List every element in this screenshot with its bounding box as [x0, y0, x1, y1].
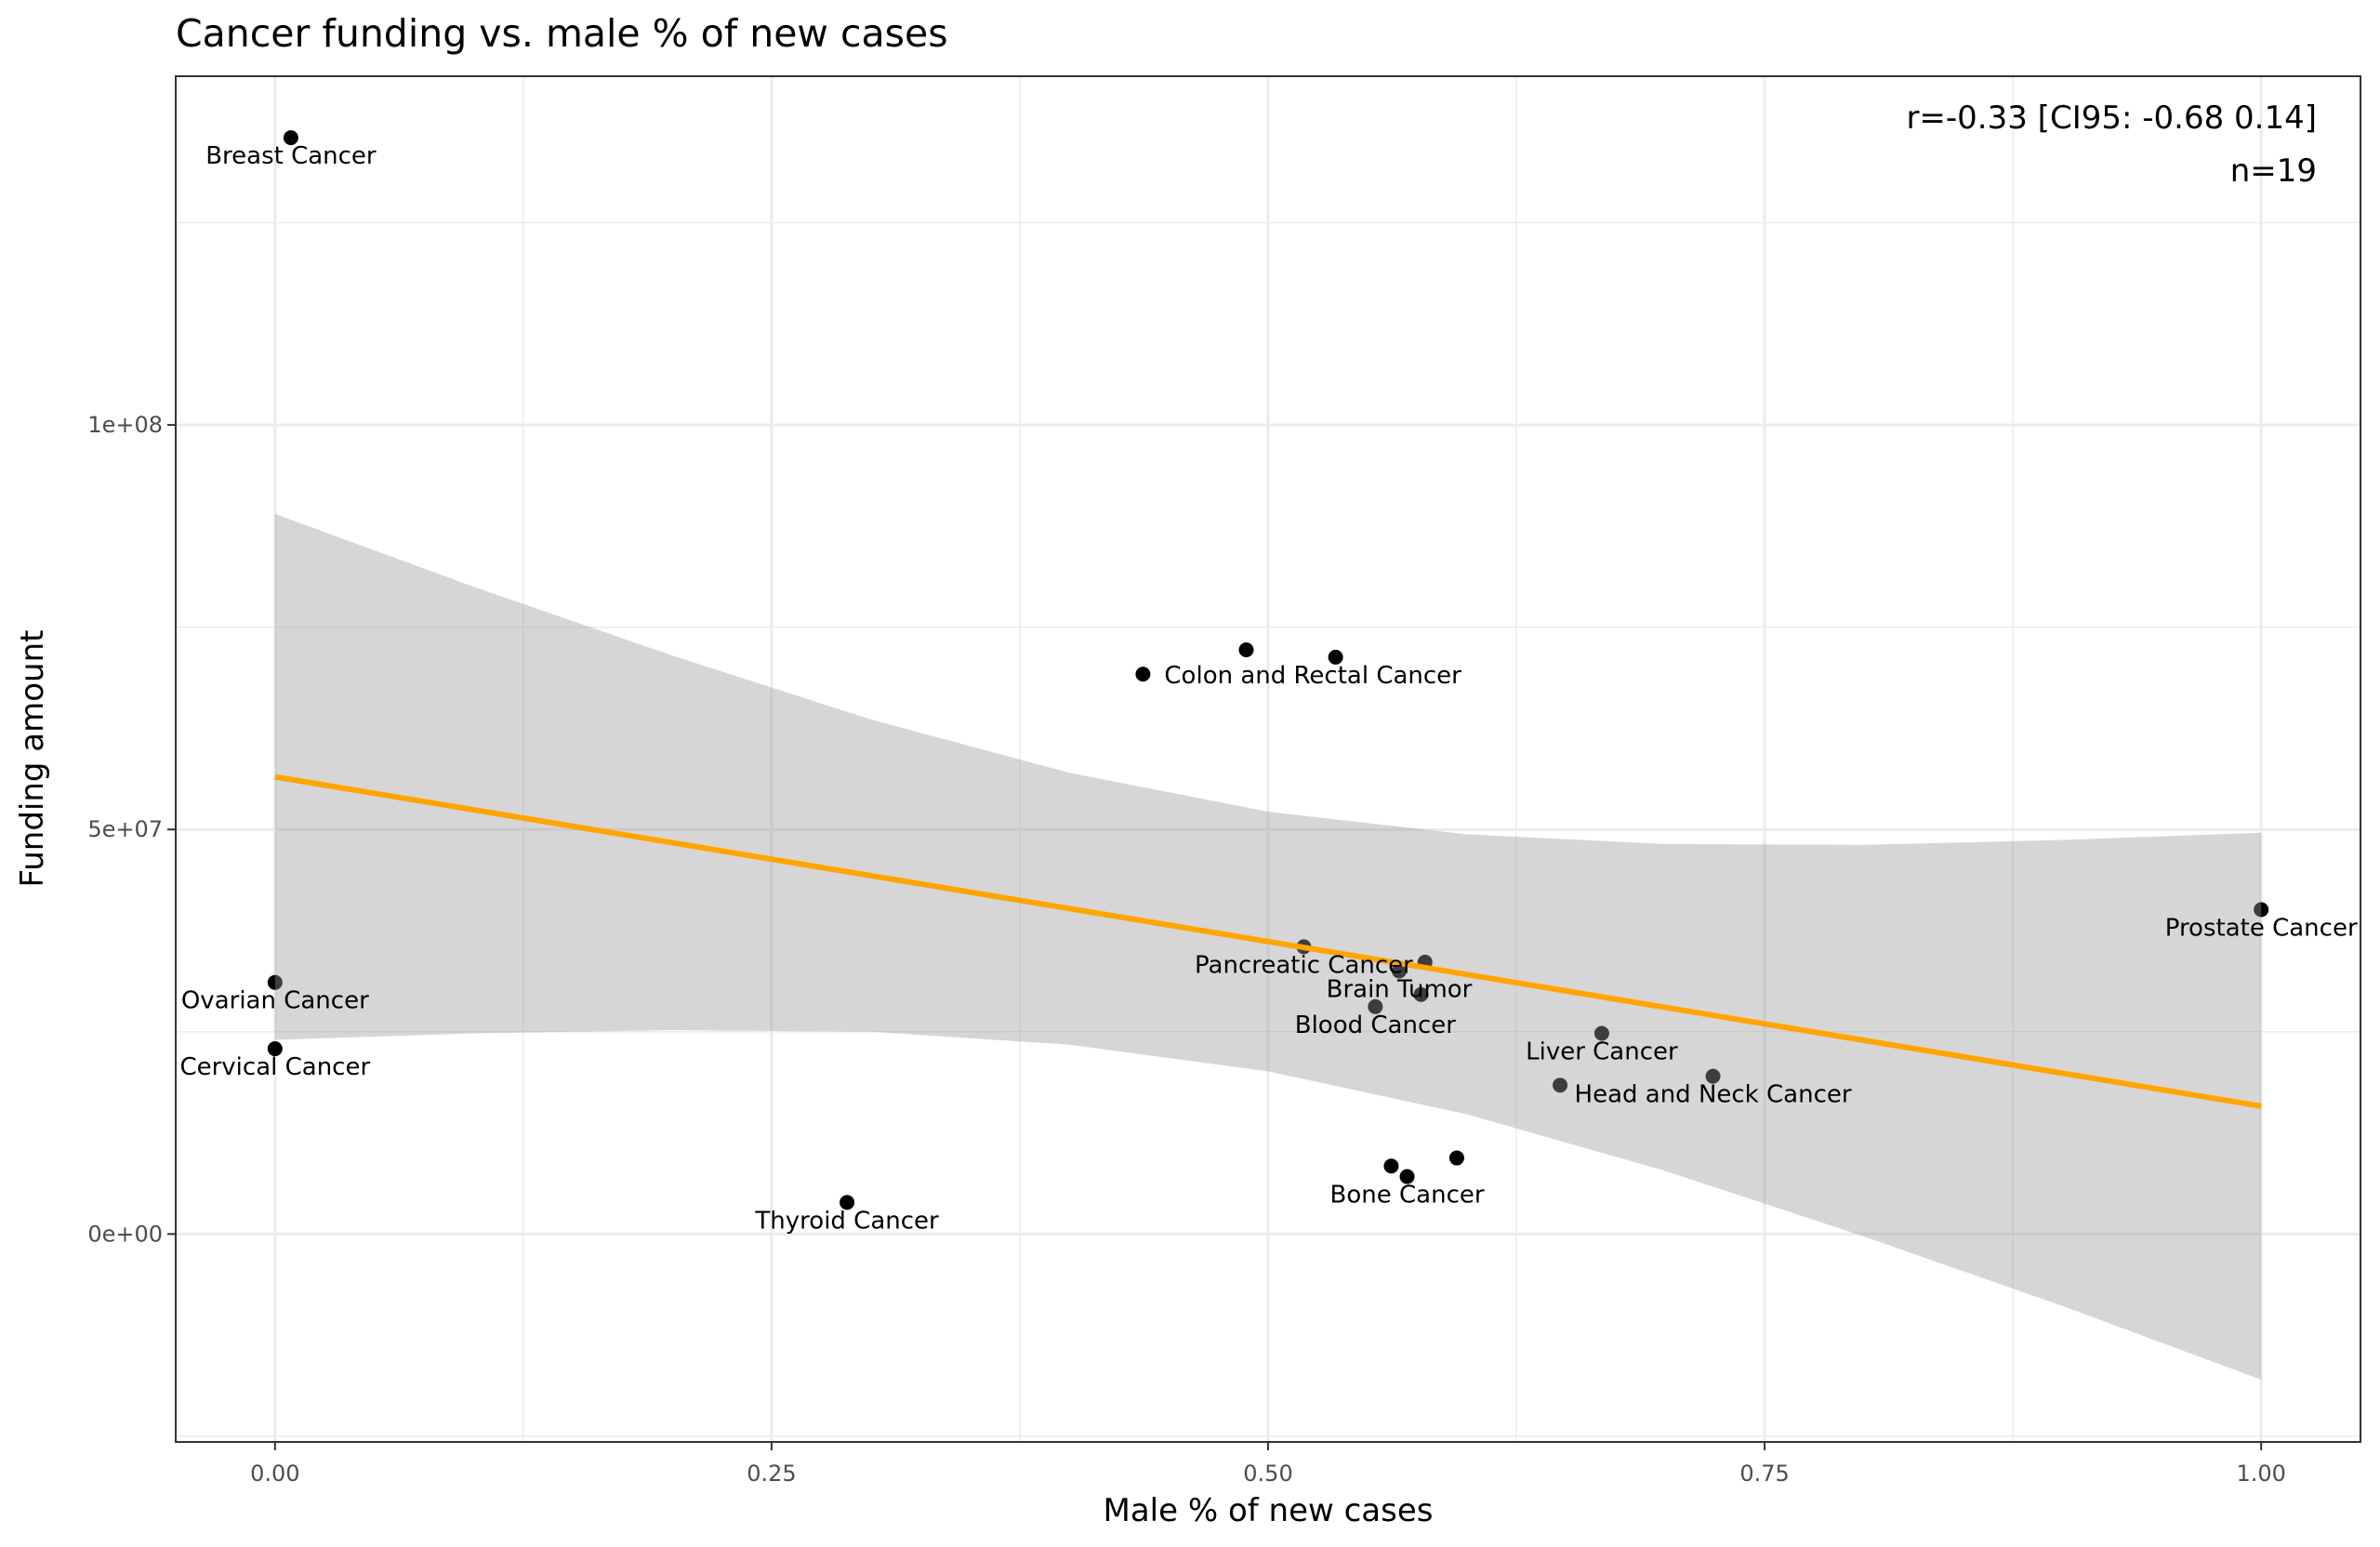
- y-tick-label: 1e+08: [87, 412, 163, 438]
- axis-ticks: 0.00 0.25 0.50 0.75 1.00 0e+00 5e+07 1e+08: [87, 412, 2286, 1487]
- x-tick-label: 1.00: [2236, 1461, 2285, 1487]
- data-point: [1238, 642, 1254, 658]
- data-point: [267, 1041, 283, 1057]
- data-point: [1135, 667, 1151, 682]
- point-label: Colon and Rectal Cancer: [1164, 662, 1461, 690]
- data-point: [283, 130, 298, 146]
- point-label: Ovarian Cancer: [181, 987, 369, 1015]
- data-point: [1328, 649, 1343, 665]
- point-label: Liver Cancer: [1526, 1038, 1678, 1066]
- point-label: Prostate Cancer: [2165, 914, 2358, 942]
- y-tick-label: 0e+00: [87, 1221, 163, 1247]
- data-point: [2254, 902, 2269, 918]
- data-point: [267, 974, 283, 990]
- x-tick-label: 0.75: [1739, 1461, 1789, 1487]
- ci-band-layer: [274, 513, 2262, 1380]
- data-point: [1383, 1158, 1399, 1174]
- point-label: Brain Tumor: [1327, 976, 1473, 1004]
- point-label: Blood Cancer: [1295, 1012, 1457, 1039]
- x-tick-label: 0.50: [1243, 1461, 1292, 1487]
- data-point: [840, 1195, 855, 1210]
- point-label: Bone Cancer: [1330, 1182, 1485, 1210]
- point-label: Thyroid Cancer: [754, 1207, 939, 1235]
- data-point: [1705, 1068, 1721, 1084]
- correlation-annotation: r=-0.33 [CI95: -0.68 0.14]: [1906, 99, 2317, 137]
- gridlines: [176, 76, 2360, 1442]
- data-point: [1399, 1169, 1415, 1184]
- chart-title: Cancer funding vs. male % of new cases: [176, 11, 948, 56]
- data-point: [1448, 1150, 1464, 1166]
- data-point: [1413, 986, 1429, 1002]
- n-annotation: n=19: [2230, 152, 2317, 190]
- point-label: Pancreatic Cancer: [1195, 951, 1413, 979]
- data-point: [1593, 1025, 1609, 1041]
- labels-layer: Breast Cancer Colon and Rectal Cancer Pros…: [179, 142, 2357, 1235]
- data-point: [1553, 1078, 1568, 1093]
- x-tick-label: 0.00: [250, 1461, 299, 1487]
- point-label: Breast Cancer: [205, 142, 377, 170]
- point-label: Cervical Cancer: [179, 1053, 370, 1081]
- x-axis-title: Male % of new cases: [1104, 1492, 1434, 1529]
- confidence-band: [274, 513, 2262, 1380]
- y-tick-label: 5e+07: [87, 816, 163, 842]
- points-layer: [267, 130, 2269, 1210]
- y-axis-title: Funding amount: [14, 630, 51, 888]
- data-point: [1368, 998, 1383, 1014]
- point-label: Head and Neck Cancer: [1575, 1081, 1852, 1109]
- x-tick-label: 0.25: [747, 1461, 796, 1487]
- regression-line: [274, 774, 2262, 1109]
- data-point: [1392, 963, 1407, 979]
